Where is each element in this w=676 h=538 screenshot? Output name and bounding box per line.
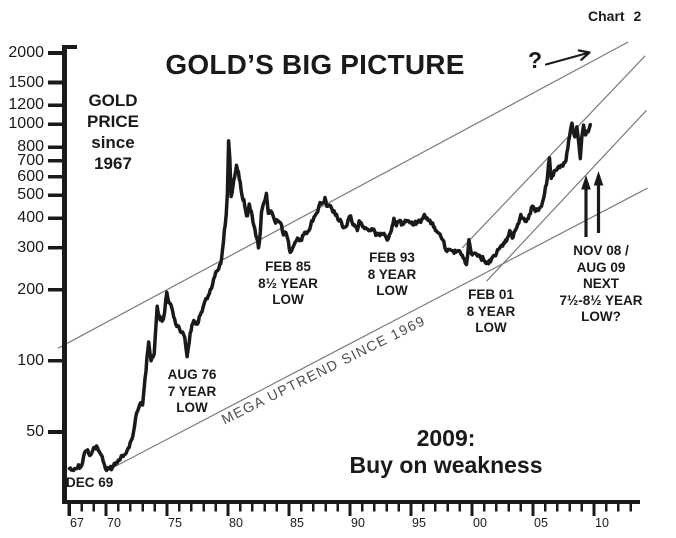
y-axis-title-line: PRICE <box>87 112 139 131</box>
annotation-dec-69: DEC 69 <box>66 475 114 490</box>
y-axis-title: GOLD PRICE since 1967 <box>73 90 153 174</box>
y-tick-label: 1500 <box>8 74 44 91</box>
x-tick-label: 05 <box>534 516 548 530</box>
upper-channel-line <box>57 41 629 349</box>
y-axis-title-line: GOLD <box>88 91 138 110</box>
y-axis-labels: 2000 1500 1200 1000 800 700 600 500 400 300 200 100… <box>0 0 44 538</box>
x-tick-label: 00 <box>473 516 487 530</box>
steep-channel-lower <box>486 109 647 282</box>
y-tick-label: 1000 <box>8 115 44 132</box>
y-tick-label: 300 <box>17 239 44 256</box>
x-tick-label: 80 <box>229 516 243 530</box>
trendlines <box>57 41 648 472</box>
x-tick-label: 67 <box>70 516 84 530</box>
annotation-feb-85: FEB 85 8½ YEAR LOW <box>258 259 318 307</box>
annotation-buy-on-weakness: 2009: Buy on weakness <box>349 425 543 478</box>
y-tick-label: 400 <box>17 209 44 226</box>
y-tick-label: 800 <box>17 138 44 155</box>
y-axis-title-line: 1967 <box>94 154 132 173</box>
y-tick-label: 500 <box>17 186 44 203</box>
y-tick-label: 600 <box>17 168 44 185</box>
chart-title: GOLD’S BIG PICTURE <box>165 49 465 80</box>
y-tick-label: 200 <box>17 281 44 298</box>
annotation-feb-93: FEB 93 8 YEAR LOW <box>367 250 417 298</box>
y-tick-label: 100 <box>17 352 44 369</box>
y-tick-label: 50 <box>26 423 44 440</box>
x-tick-label: 10 <box>595 516 609 530</box>
next-low-up-arrows-icon <box>581 171 604 237</box>
x-axis <box>62 500 640 516</box>
x-tick-label: 75 <box>168 516 182 530</box>
x-tick-label: 70 <box>107 516 121 530</box>
x-tick-label: 95 <box>412 516 426 530</box>
price-line <box>67 121 593 473</box>
x-tick-label: 85 <box>290 516 304 530</box>
mega-uptrend-line <box>106 187 648 472</box>
x-tick-label: 90 <box>351 516 365 530</box>
annotation-feb-01: FEB 01 8 YEAR LOW <box>466 287 516 335</box>
steep-channel-upper <box>461 55 646 249</box>
question-mark-annotation: ? <box>528 47 543 73</box>
y-tick-label: 2000 <box>8 44 44 61</box>
y-axis <box>48 45 77 503</box>
question-arrow-icon <box>544 49 591 66</box>
y-tick-label: 1200 <box>8 96 44 113</box>
corner-label: Chart 2 <box>588 8 642 24</box>
y-tick-label: 700 <box>17 152 44 169</box>
annotation-aug-76: AUG 76 7 YEAR LOW <box>167 367 217 415</box>
annotation-nov-08: NOV 08 / AUG 09 NEXT 7½-8½ YEAR LOW? <box>559 243 643 324</box>
y-axis-title-line: since <box>91 133 135 152</box>
